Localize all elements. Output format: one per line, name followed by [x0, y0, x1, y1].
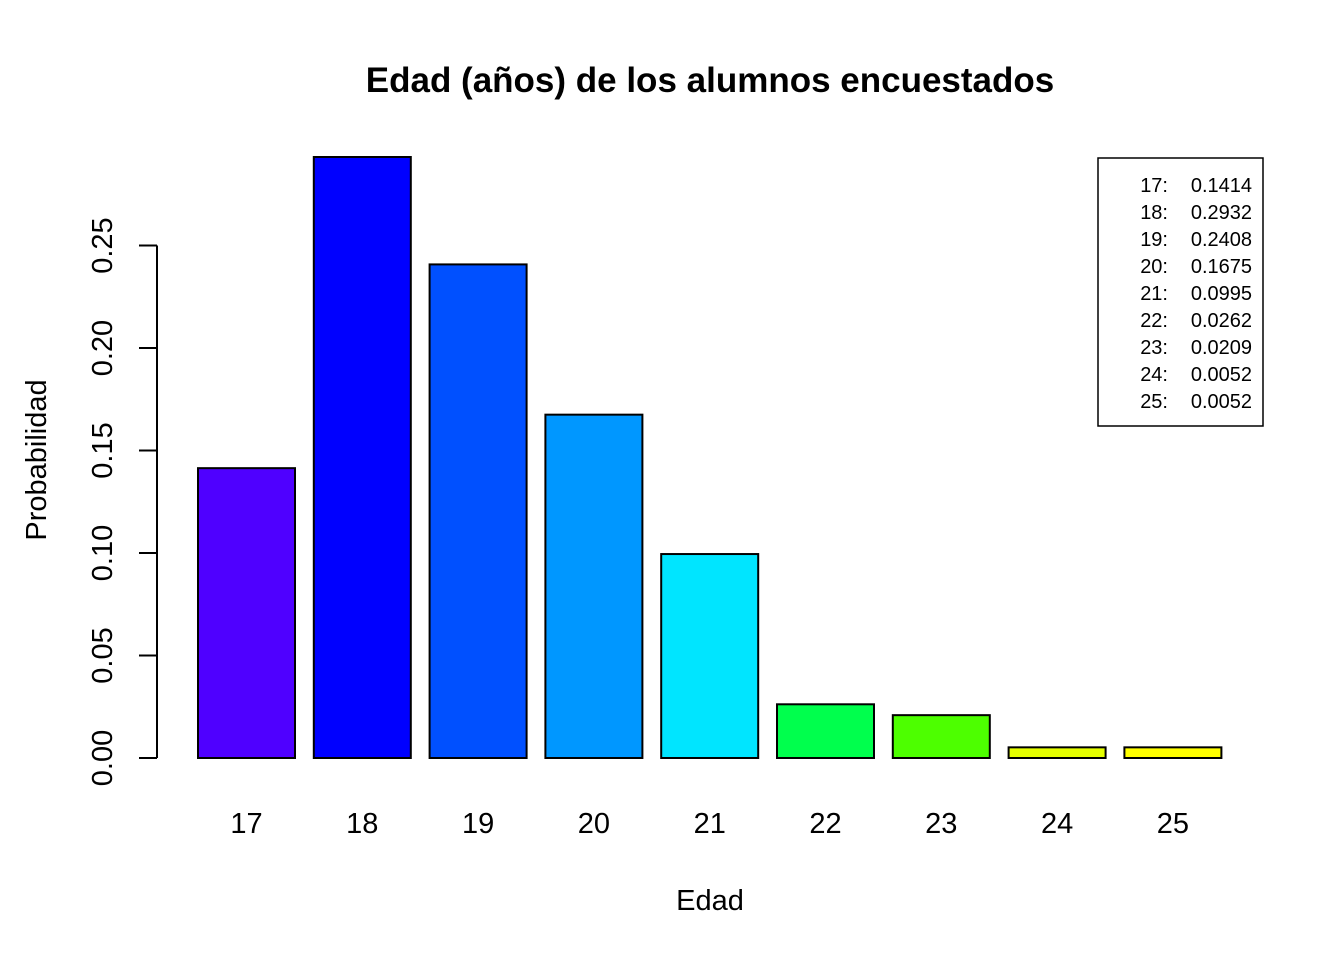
legend-key: 25:: [1140, 391, 1168, 413]
bar-19: [428, 263, 528, 759]
bar-17: [197, 467, 296, 759]
bar-23: [891, 714, 991, 760]
x-tick-labels: 17 18 19 20 21 22 23 24 25: [230, 808, 1189, 840]
x-tick-label: 21: [694, 808, 726, 840]
legend: 17: 0.1414 18: 0.2932 19: 0.2408 20: 0.1675 21: 0…: [1097, 157, 1264, 427]
legend-key: 17:: [1140, 175, 1168, 197]
x-tick-label: 24: [1041, 808, 1073, 840]
bar-20: [544, 413, 644, 759]
x-tick-label: 18: [346, 808, 378, 840]
bar-22: [776, 703, 875, 759]
x-tick-label: 19: [462, 808, 494, 840]
legend-box: [1097, 157, 1264, 427]
bars-group: [197, 156, 1223, 760]
x-tick-label: 22: [809, 808, 841, 840]
legend-key: 24:: [1140, 364, 1168, 386]
legend-key: 22:: [1140, 310, 1168, 332]
legend-value: 0.0995: [1191, 283, 1252, 305]
legend-key: 18:: [1140, 202, 1168, 224]
legend-key: 21:: [1140, 283, 1168, 305]
legend-value: 0.1675: [1191, 256, 1252, 278]
bar-18: [312, 156, 412, 759]
y-tick-label: 0.05: [87, 627, 119, 683]
y-tick-label: 0.25: [87, 217, 119, 273]
chart-title: Edad (años) de los alumnos encuestados: [366, 61, 1054, 100]
bar-25: [1123, 746, 1223, 759]
x-tick-label: 20: [578, 808, 610, 840]
legend-value: 0.0209: [1191, 337, 1252, 359]
legend-key: 23:: [1140, 337, 1168, 359]
legend-value: 0.0052: [1191, 391, 1252, 413]
bar-21: [660, 553, 760, 759]
bar-24: [1007, 746, 1107, 759]
legend-value: 0.2408: [1191, 229, 1252, 251]
y-tick-label: 0.20: [87, 320, 119, 376]
legend-key: 20:: [1140, 256, 1168, 278]
y-axis-label: Probabilidad: [21, 379, 53, 540]
y-tick-label: 0.15: [87, 422, 119, 478]
legend-value: 0.1414: [1191, 175, 1252, 197]
y-tick-label: 0.00: [87, 730, 119, 786]
legend-value: 0.0052: [1191, 364, 1252, 386]
y-axis: 0.00 0.05 0.10 0.15 0.20 0.25: [87, 217, 158, 786]
x-tick-label: 23: [925, 808, 957, 840]
x-axis-label: Edad: [676, 885, 744, 917]
y-tick-label: 0.10: [87, 525, 119, 581]
x-tick-label: 25: [1157, 808, 1189, 840]
legend-value: 0.0262: [1191, 310, 1252, 332]
x-tick-label: 17: [230, 808, 262, 840]
legend-key: 19:: [1140, 229, 1168, 251]
legend-value: 0.2932: [1191, 202, 1252, 224]
